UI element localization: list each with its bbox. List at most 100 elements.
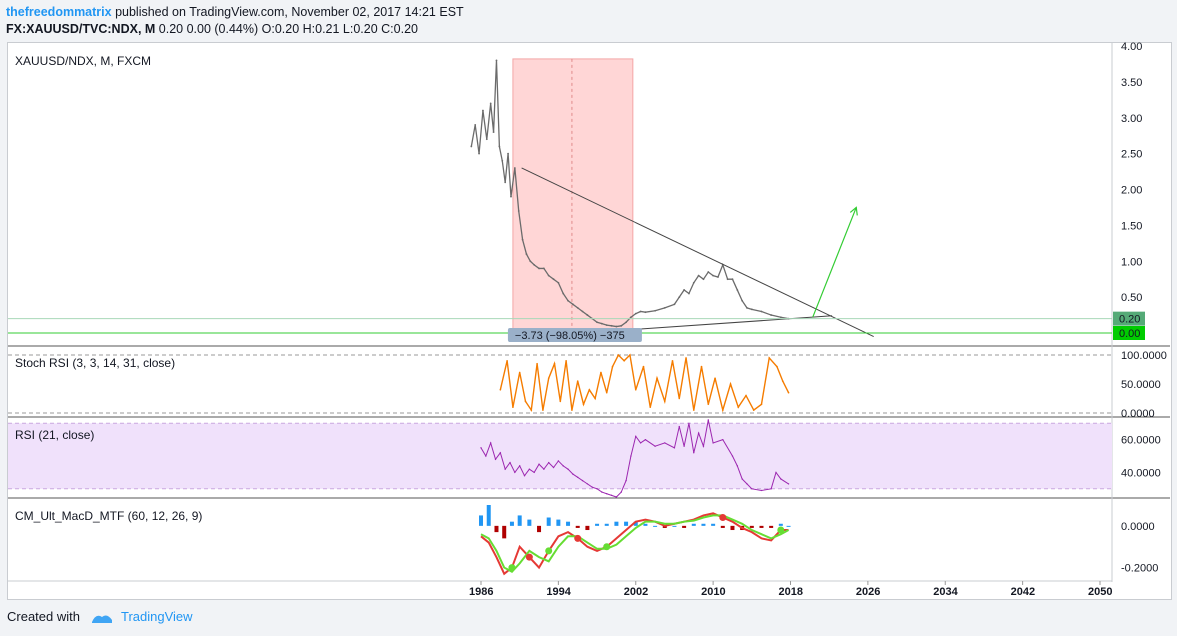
stoch-point (752, 409, 755, 411)
macd-histogram-bar (546, 517, 551, 526)
rsi-point (654, 445, 656, 447)
stoch-point (656, 377, 658, 380)
stoch-point (588, 389, 591, 391)
support-trend-line[interactable] (614, 315, 833, 332)
macd-pane-title: CM_Ult_MacD_MTF (60, 12, 26, 9) (15, 509, 202, 523)
rsi-point (562, 465, 564, 467)
price-point (478, 152, 480, 155)
price-point (517, 210, 520, 212)
price-point (702, 278, 705, 281)
stoch-point (565, 360, 567, 362)
rsi-point (552, 466, 555, 469)
price-point (482, 109, 484, 112)
stoch-point (663, 400, 666, 403)
rsi-point (625, 479, 627, 482)
tradingview-brand-link[interactable]: TradingView (121, 609, 193, 624)
macd-histogram-bar (643, 523, 648, 526)
rsi-point (746, 483, 748, 485)
price-point (746, 306, 748, 309)
rsi-point (688, 422, 690, 424)
rsi-point (712, 442, 714, 444)
rsi-point (630, 455, 632, 457)
macd-histogram-bar (662, 525, 667, 528)
time-axis-tick: 2042 (1011, 586, 1035, 598)
stoch-point (576, 380, 579, 382)
price-point (605, 324, 608, 327)
macd-histogram-bar (556, 519, 561, 526)
price-range-box[interactable] (512, 58, 634, 334)
macd-histogram-bar (614, 521, 619, 526)
stoch-point (623, 360, 625, 362)
price-point (600, 322, 603, 325)
price-point (697, 274, 700, 277)
rsi-point (557, 460, 560, 462)
price-axis-tick: 0.50 (1121, 292, 1142, 304)
stoch-point (547, 377, 550, 380)
rsi-point (572, 473, 574, 475)
price-point (513, 167, 516, 169)
stoch-point (707, 403, 710, 406)
rsi-point (635, 435, 637, 438)
rsi-point (528, 468, 531, 470)
price-point (712, 274, 715, 277)
macd-histogram-bar (691, 523, 696, 526)
price-point (562, 292, 565, 295)
price-point (673, 303, 676, 306)
macd-histogram-bar (517, 515, 522, 526)
rsi-point (722, 438, 724, 441)
rsi-point (736, 465, 739, 467)
price-point (683, 289, 686, 291)
rsi-point (480, 447, 482, 449)
author-name[interactable]: thefreedommatrix (6, 5, 112, 19)
macd-cross-marker (525, 553, 533, 561)
price-point (542, 267, 545, 270)
time-axis-tick: 1994 (546, 586, 571, 598)
macd-histogram-bar (778, 523, 783, 526)
stoch-point (542, 409, 544, 411)
price-point (501, 159, 504, 162)
price-point (620, 324, 623, 327)
stoch-point (649, 406, 652, 409)
macd-histogram-bar (509, 521, 514, 526)
projection-arrow-line[interactable] (812, 207, 857, 318)
publish-info: published on TradingView.com, November 0… (111, 5, 464, 19)
time-axis-tick: 2050 (1088, 586, 1112, 598)
rsi-point (606, 493, 608, 495)
price-point (726, 278, 729, 281)
rsi-band-fill (8, 423, 1112, 489)
macd-cross-marker (603, 543, 611, 551)
macd-histogram-bar (711, 523, 716, 526)
macd-histogram-bar (701, 523, 706, 526)
price-point (485, 138, 488, 141)
macd-histogram-bar (786, 525, 791, 527)
price-point (533, 263, 536, 266)
rsi-point (596, 488, 598, 490)
last-value-text: 0.20 (1119, 314, 1140, 326)
time-axis-tick: 1986 (469, 586, 493, 598)
time-axis-tick: 2026 (856, 586, 880, 598)
rsi-point (494, 458, 497, 461)
stoch-point (721, 409, 724, 411)
time-axis-tick: 2002 (624, 586, 648, 598)
stoch-point (729, 383, 732, 385)
rsi-point (577, 476, 579, 479)
stoch-point (787, 391, 790, 394)
price-point (630, 316, 632, 319)
rsi-point (499, 452, 502, 454)
price-axis-tick: 3.50 (1121, 77, 1142, 89)
rsi-point (523, 475, 526, 477)
rsi-point (678, 425, 680, 428)
range-stats-label: −3.73 (−98.05%) −375 (515, 330, 625, 342)
rsi-point (707, 419, 709, 421)
downtrend-line[interactable] (521, 167, 874, 338)
stoch-point (518, 371, 521, 374)
price-point (644, 311, 647, 314)
price-point (489, 102, 492, 105)
rsi-point (518, 465, 521, 467)
stoch-point (600, 371, 602, 374)
rsi-point (567, 468, 569, 470)
macd-histogram-bar (720, 525, 725, 528)
stoch-point (678, 397, 681, 400)
macd-histogram-bar (566, 521, 571, 526)
